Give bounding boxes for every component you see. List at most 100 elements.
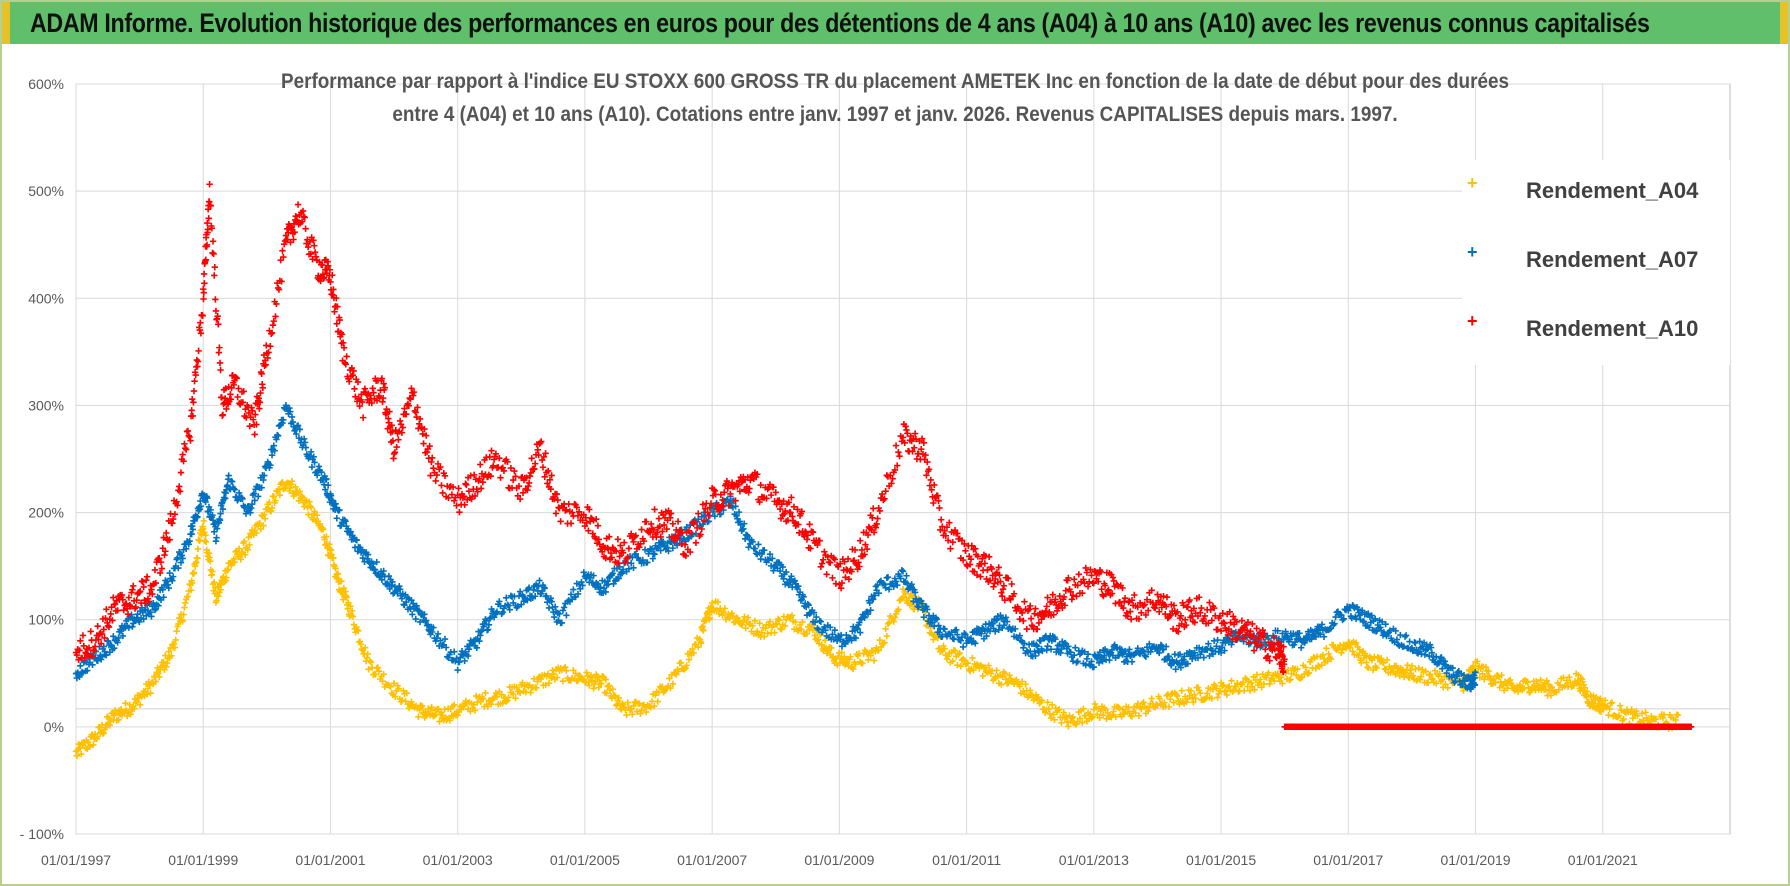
data-point bbox=[388, 581, 395, 589]
data-point bbox=[1128, 713, 1136, 720]
data-point bbox=[804, 600, 812, 608]
data-point bbox=[84, 667, 91, 674]
data-point bbox=[1001, 597, 1008, 604]
data-point bbox=[109, 617, 116, 624]
data-point bbox=[311, 459, 318, 466]
data-point bbox=[953, 626, 960, 634]
data-point bbox=[1096, 649, 1104, 656]
data-point bbox=[1060, 593, 1068, 601]
data-point bbox=[572, 670, 579, 677]
data-point bbox=[1354, 605, 1362, 613]
data-point bbox=[552, 510, 560, 517]
data-point bbox=[1459, 681, 1466, 689]
data-point bbox=[253, 421, 260, 428]
data-point bbox=[389, 437, 397, 444]
data-point bbox=[180, 611, 187, 618]
data-point bbox=[682, 552, 690, 560]
data-point bbox=[1190, 699, 1197, 706]
data-point bbox=[623, 711, 630, 719]
data-point bbox=[115, 634, 122, 642]
data-point bbox=[803, 536, 811, 543]
data-point bbox=[391, 449, 399, 456]
data-point bbox=[249, 407, 256, 415]
data-point bbox=[1200, 654, 1207, 661]
data-point bbox=[880, 580, 887, 587]
data-point bbox=[286, 404, 293, 412]
data-point bbox=[160, 594, 167, 601]
data-point bbox=[992, 575, 999, 583]
data-point bbox=[319, 261, 326, 269]
data-point bbox=[966, 561, 974, 568]
data-point bbox=[1184, 660, 1192, 667]
data-point bbox=[210, 250, 217, 257]
data-point bbox=[1207, 606, 1214, 613]
data-point bbox=[354, 548, 361, 555]
data-point bbox=[119, 632, 127, 640]
data-point bbox=[1327, 655, 1335, 663]
data-point bbox=[482, 689, 489, 697]
data-point bbox=[1254, 642, 1261, 649]
data-point bbox=[511, 467, 518, 475]
data-point bbox=[596, 541, 603, 548]
data-point bbox=[1120, 604, 1127, 612]
data-point bbox=[1296, 630, 1303, 637]
data-point bbox=[1174, 608, 1181, 616]
data-point bbox=[794, 506, 801, 513]
data-point bbox=[969, 654, 976, 662]
data-point bbox=[200, 517, 208, 525]
data-point bbox=[91, 647, 98, 654]
data-point bbox=[1338, 649, 1345, 657]
data-point bbox=[583, 669, 590, 676]
data-point bbox=[371, 566, 379, 573]
page-title: ADAM Informe. Evolution historique des p… bbox=[30, 8, 1650, 38]
data-point bbox=[176, 483, 183, 490]
data-point bbox=[1076, 715, 1084, 722]
data-point bbox=[998, 681, 1005, 688]
x-tick-label: 01/01/2007 bbox=[677, 852, 747, 868]
data-point bbox=[881, 495, 888, 502]
data-point bbox=[749, 622, 756, 629]
data-point bbox=[516, 588, 524, 595]
data-point bbox=[1050, 611, 1057, 618]
data-point bbox=[237, 556, 245, 563]
data-point bbox=[798, 508, 805, 515]
data-point bbox=[989, 620, 996, 628]
data-point bbox=[397, 421, 405, 428]
data-point bbox=[287, 408, 294, 415]
data-point bbox=[1091, 700, 1099, 708]
data-point bbox=[1042, 709, 1049, 716]
data-point bbox=[995, 564, 1002, 571]
data-point bbox=[85, 644, 93, 651]
data-point bbox=[1082, 564, 1089, 572]
data-point bbox=[902, 423, 909, 430]
data-point bbox=[132, 603, 140, 611]
data-point bbox=[1266, 657, 1273, 664]
data-point bbox=[602, 588, 609, 596]
data-point bbox=[567, 591, 575, 598]
data-point bbox=[717, 491, 725, 498]
data-point bbox=[439, 489, 446, 497]
data-point bbox=[1127, 616, 1135, 623]
data-point bbox=[621, 539, 628, 546]
data-point bbox=[445, 494, 452, 502]
data-point bbox=[1228, 677, 1235, 685]
data-point bbox=[470, 471, 478, 479]
data-point bbox=[364, 551, 372, 558]
data-point bbox=[736, 488, 744, 495]
data-point bbox=[505, 694, 512, 701]
data-point bbox=[1243, 627, 1251, 634]
data-point bbox=[574, 677, 582, 684]
data-point bbox=[674, 518, 682, 525]
data-point bbox=[1000, 582, 1008, 589]
data-point bbox=[471, 707, 479, 714]
data-point bbox=[697, 531, 704, 538]
data-point bbox=[1065, 574, 1072, 582]
data-point bbox=[1392, 627, 1399, 635]
data-point bbox=[189, 579, 196, 587]
data-point bbox=[1438, 654, 1445, 661]
data-point bbox=[213, 534, 220, 541]
data-point bbox=[1282, 628, 1289, 635]
data-point bbox=[373, 558, 380, 566]
data-point bbox=[306, 498, 313, 505]
data-point bbox=[957, 637, 965, 644]
